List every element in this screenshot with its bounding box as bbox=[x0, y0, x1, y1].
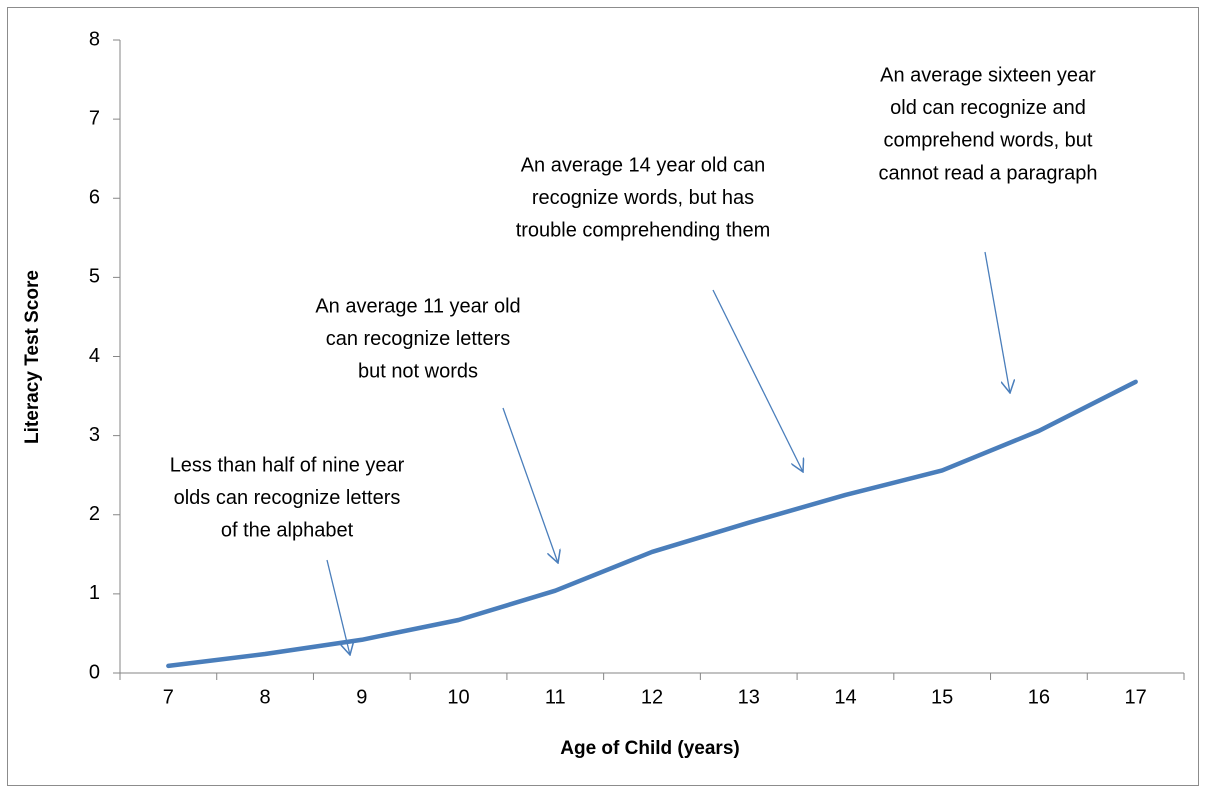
y-tick-label: 8 bbox=[89, 28, 100, 50]
annotation-text: recognize words, but has bbox=[532, 187, 754, 209]
annotation-text: cannot read a paragraph bbox=[878, 162, 1097, 184]
annotation-text: can recognize letters bbox=[326, 328, 511, 350]
arrow bbox=[326, 559, 350, 655]
x-tick-label: 15 bbox=[931, 686, 953, 708]
x-tick-label: 17 bbox=[1125, 686, 1147, 708]
y-tick-label: 5 bbox=[89, 266, 100, 288]
x-tick-label: 16 bbox=[1028, 686, 1050, 708]
annotation-text: trouble comprehending them bbox=[516, 220, 771, 242]
y-tick-label: 2 bbox=[89, 503, 100, 525]
y-tick-label: 3 bbox=[89, 424, 100, 446]
y-tick-label: 6 bbox=[89, 187, 100, 209]
x-tick-label: 12 bbox=[641, 686, 663, 708]
annotation-text: An average 11 year old bbox=[315, 295, 520, 317]
y-tick-label: 1 bbox=[89, 582, 100, 604]
annotation-text: olds can recognize letters bbox=[174, 487, 401, 509]
x-tick-label: 8 bbox=[260, 686, 271, 708]
data-line bbox=[166, 379, 1138, 669]
chart-border bbox=[7, 7, 1199, 786]
x-tick-label: 11 bbox=[545, 686, 566, 708]
x-axis-title: Age of Child (years) bbox=[560, 738, 739, 759]
annotation-text: of the alphabet bbox=[221, 520, 354, 542]
y-tick-label: 4 bbox=[89, 345, 100, 367]
y-axis-title: Literacy Test Score bbox=[22, 270, 43, 444]
annotation-text: An average sixteen year bbox=[880, 64, 1096, 86]
annotation-text: but not words bbox=[358, 361, 478, 383]
x-tick-label: 9 bbox=[356, 686, 367, 708]
annotation-text: An average 14 year old can bbox=[521, 154, 766, 176]
arrow bbox=[712, 289, 803, 472]
arrow bbox=[502, 407, 558, 563]
arrow bbox=[984, 251, 1010, 393]
y-tick-label: 0 bbox=[89, 661, 100, 683]
x-tick-label: 14 bbox=[834, 686, 856, 708]
annotation-arrows bbox=[326, 251, 1010, 655]
x-tick-label: 13 bbox=[738, 686, 760, 708]
y-tick-label: 7 bbox=[89, 107, 100, 129]
x-tick-label: 10 bbox=[447, 686, 469, 708]
annotation-text: Less than half of nine year bbox=[170, 454, 405, 476]
annotation-text: comprehend words, but bbox=[883, 130, 1092, 152]
x-tick-label: 7 bbox=[163, 686, 174, 708]
annotation-text: old can recognize and bbox=[890, 97, 1086, 119]
